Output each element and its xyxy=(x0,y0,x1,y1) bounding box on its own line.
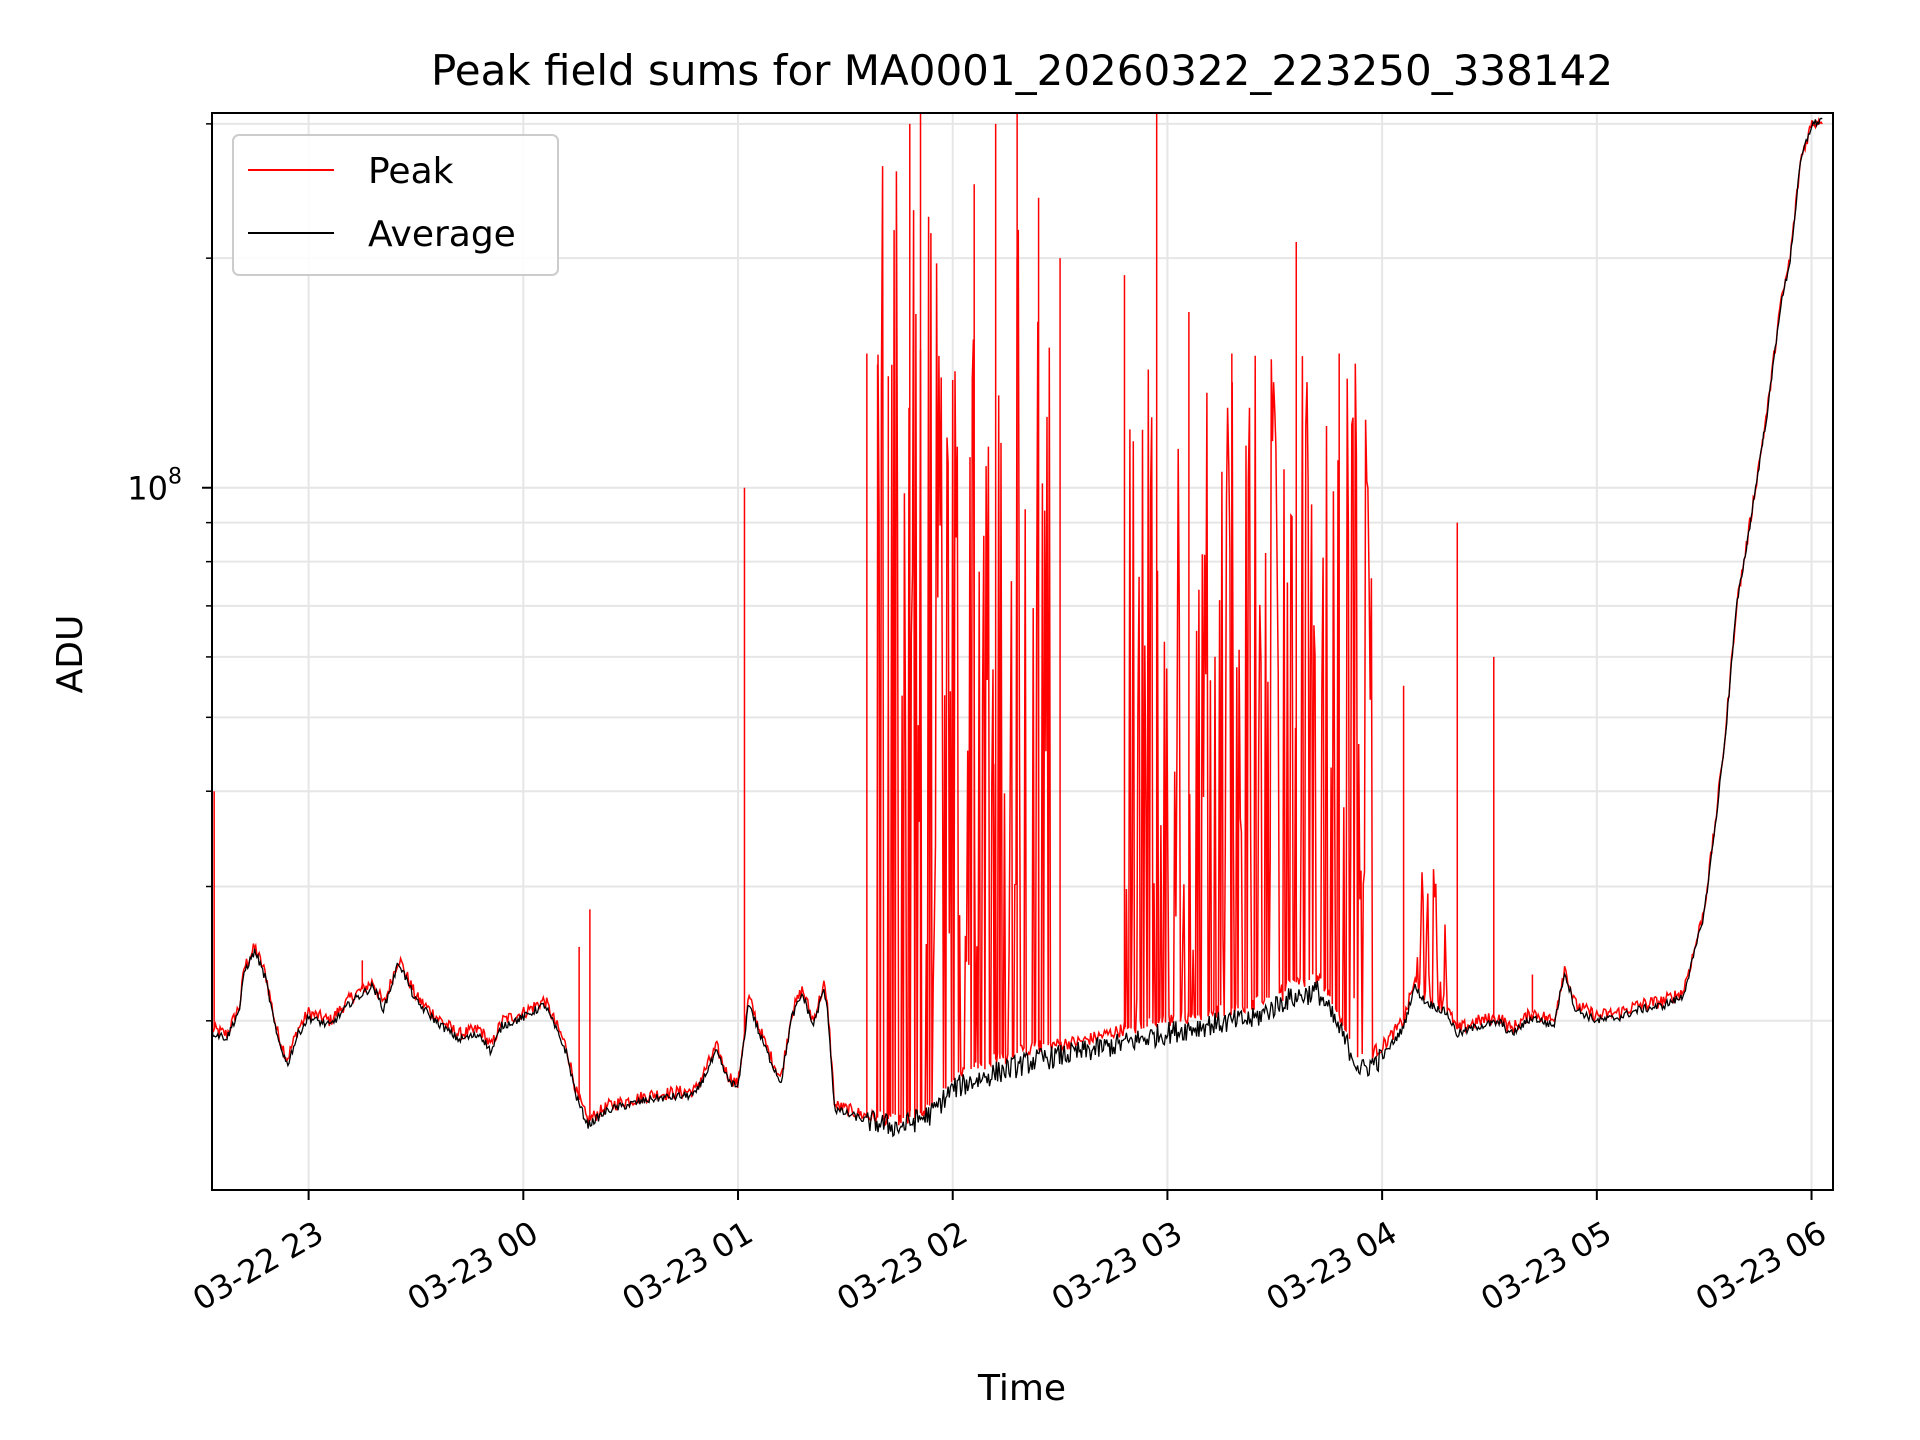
y-tick-label-base: 10 xyxy=(127,470,168,508)
legend: Peak Average xyxy=(232,134,559,276)
series-line-average xyxy=(212,117,1823,1138)
y-tick-label-major: 108 xyxy=(127,465,182,508)
legend-label-average: Average xyxy=(368,214,516,255)
y-axis: 108 xyxy=(127,123,212,1022)
x-axis-label: Time xyxy=(977,1368,1066,1409)
plot-area-frame xyxy=(211,112,1834,1191)
y-axis-label: ADU xyxy=(50,615,91,694)
series-layer xyxy=(212,113,1823,1138)
chart-title: Peak field sums for MA0001_20260322_2232… xyxy=(431,46,1613,95)
legend-label-peak: Peak xyxy=(368,151,454,192)
y-tick-label-exponent: 8 xyxy=(168,465,182,490)
